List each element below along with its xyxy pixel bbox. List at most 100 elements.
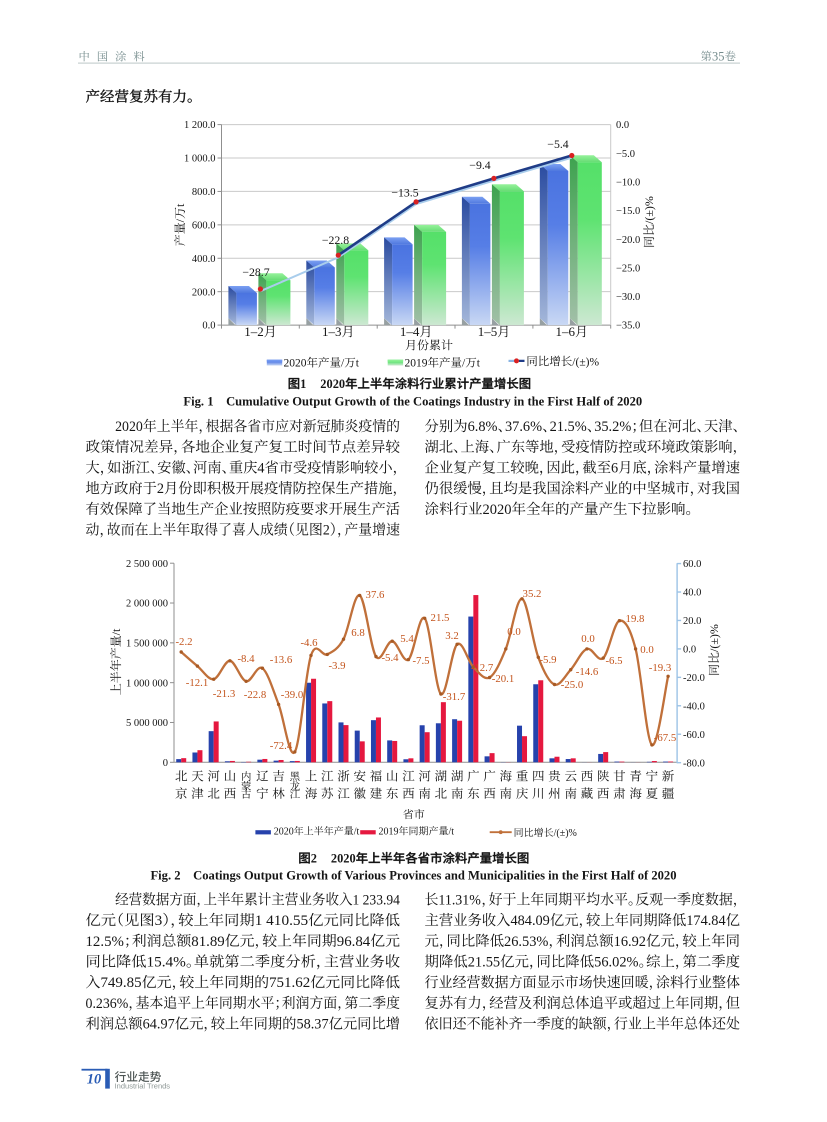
svg-text:−35.0: −35.0 — [616, 321, 640, 332]
svg-text:800.0: 800.0 — [192, 187, 216, 198]
svg-text:2: 2 — [311, 852, 317, 866]
svg-text:-19.3: -19.3 — [649, 662, 672, 674]
svg-text:16.92: 16.92 — [614, 934, 646, 950]
svg-text:Fig. 1 Cumulative Output Gr: Fig. 1 Cumulative Output Growth of the C… — [183, 394, 642, 408]
svg-text:/(±)%: /(±)% — [554, 828, 577, 839]
svg-text:−22.8: −22.8 — [322, 233, 349, 247]
svg-text:1 500 000: 1 500 000 — [126, 638, 168, 649]
svg-text:-22.8: -22.8 — [244, 689, 267, 701]
svg-text:2019: 2019 — [379, 827, 399, 838]
svg-text:-60.0: -60.0 — [683, 730, 705, 741]
svg-text:-6.5: -6.5 — [605, 655, 622, 667]
svg-text:-5.4: -5.4 — [381, 652, 399, 664]
svg-text:1 410.55: 1 410.55 — [255, 913, 308, 929]
svg-text:-14.6: -14.6 — [576, 666, 599, 678]
svg-text:−20.0: −20.0 — [616, 235, 640, 246]
svg-text:Fig. 2 Coatings Output Grow: Fig. 2 Coatings Output Growth of Various… — [150, 869, 676, 883]
svg-text:174.84: 174.84 — [686, 913, 725, 929]
svg-text:/(±)%: /(±)% — [642, 196, 656, 224]
svg-text:1–2: 1–2 — [244, 324, 264, 339]
svg-text:-3.9: -3.9 — [328, 660, 345, 672]
svg-text:2: 2 — [323, 522, 330, 538]
svg-text:-40.0: -40.0 — [683, 701, 705, 712]
svg-text:2 000 000: 2 000 000 — [126, 599, 168, 610]
svg-text:-12.1: -12.1 — [186, 677, 209, 689]
svg-text:2020: 2020 — [483, 502, 512, 518]
svg-text:0.0: 0.0 — [683, 645, 696, 656]
svg-text:2020: 2020 — [274, 827, 294, 838]
svg-text:-7.5: -7.5 — [412, 655, 429, 667]
svg-text:0: 0 — [163, 758, 168, 769]
svg-text:−25.0: −25.0 — [616, 263, 640, 274]
svg-text:1–5: 1–5 — [478, 324, 498, 339]
svg-text:-39.0: -39.0 — [281, 689, 304, 701]
svg-text:/t: /t — [109, 628, 123, 635]
svg-text:/t: /t — [354, 827, 360, 838]
svg-text:2: 2 — [157, 481, 164, 497]
svg-text:-21.3: -21.3 — [213, 688, 236, 700]
svg-text:1 200.0: 1 200.0 — [184, 120, 216, 131]
svg-text:-20.1: -20.1 — [492, 673, 515, 685]
svg-text:−9.4: −9.4 — [469, 158, 491, 172]
svg-text:400.0: 400.0 — [192, 254, 216, 265]
svg-text:1: 1 — [300, 377, 306, 391]
svg-text:35.2%: 35.2% — [594, 419, 631, 435]
svg-text:749.85: 749.85 — [100, 975, 141, 991]
svg-text:1 000 000: 1 000 000 — [126, 678, 168, 689]
svg-text:35: 35 — [712, 49, 725, 63]
svg-text:5.4: 5.4 — [400, 633, 414, 645]
svg-text:21.5%: 21.5% — [550, 419, 587, 435]
svg-text:/t: /t — [449, 827, 455, 838]
svg-text:/: / — [341, 358, 345, 370]
svg-text:26.53%: 26.53% — [504, 934, 548, 950]
svg-text:2020: 2020 — [331, 852, 356, 866]
svg-text:1–4: 1–4 — [400, 324, 420, 339]
svg-text:/(±)%: /(±)% — [707, 624, 721, 652]
svg-text:0.236%: 0.236% — [86, 996, 129, 1012]
svg-text:5 000 000: 5 000 000 — [126, 718, 168, 729]
svg-text:96.84: 96.84 — [337, 934, 371, 950]
svg-text:-5.9: -5.9 — [539, 654, 556, 666]
svg-text:6.8: 6.8 — [351, 627, 365, 639]
svg-text:3.2: 3.2 — [445, 630, 459, 642]
svg-text:2020: 2020 — [115, 419, 143, 435]
svg-text:−13.5: −13.5 — [391, 186, 418, 200]
svg-text:−5.4: −5.4 — [547, 137, 569, 151]
svg-text:1 233.94: 1 233.94 — [353, 892, 400, 909]
svg-text:6.8%: 6.8% — [468, 419, 498, 435]
svg-text:64.97: 64.97 — [143, 1017, 175, 1033]
svg-text:3: 3 — [155, 913, 163, 929]
svg-text:/: / — [462, 358, 466, 370]
svg-text:60.0: 60.0 — [683, 559, 701, 570]
svg-text:Industrial Trends: Industrial Trends — [115, 1081, 171, 1090]
svg-text:t: t — [173, 203, 187, 207]
svg-text:37.6: 37.6 — [366, 589, 385, 601]
svg-text:t: t — [356, 358, 360, 370]
svg-text:20.0: 20.0 — [683, 616, 701, 627]
svg-text:/(±)%: /(±)% — [572, 356, 599, 368]
svg-text:-80.0: -80.0 — [683, 758, 705, 769]
svg-text:-4.6: -4.6 — [300, 637, 318, 649]
svg-text:600.0: 600.0 — [192, 221, 216, 232]
svg-text:35.2: 35.2 — [523, 588, 542, 600]
svg-text:1–6: 1–6 — [556, 324, 576, 339]
svg-text:12.5%: 12.5% — [85, 934, 123, 950]
svg-text:4: 4 — [257, 460, 264, 476]
svg-text:-2.2: -2.2 — [175, 636, 192, 648]
svg-text:−28.7: −28.7 — [242, 265, 269, 279]
svg-text:2 500 000: 2 500 000 — [126, 559, 168, 570]
svg-text:21.5: 21.5 — [431, 612, 450, 624]
svg-text:2020: 2020 — [284, 358, 307, 370]
svg-text:2019: 2019 — [405, 358, 428, 370]
svg-text:-25.0: -25.0 — [561, 679, 584, 691]
svg-text:-13.6: -13.6 — [270, 654, 293, 666]
svg-text:751.62: 751.62 — [269, 975, 310, 991]
svg-text:484.09: 484.09 — [510, 913, 549, 929]
svg-text:10: 10 — [87, 1072, 102, 1088]
svg-text:81.89: 81.89 — [191, 934, 224, 950]
svg-text:0.0: 0.0 — [616, 120, 629, 131]
svg-text:−10.0: −10.0 — [616, 178, 640, 189]
svg-text:1 000.0: 1 000.0 — [184, 154, 216, 165]
svg-text:21.55: 21.55 — [468, 954, 500, 970]
svg-text:2020: 2020 — [320, 377, 345, 391]
